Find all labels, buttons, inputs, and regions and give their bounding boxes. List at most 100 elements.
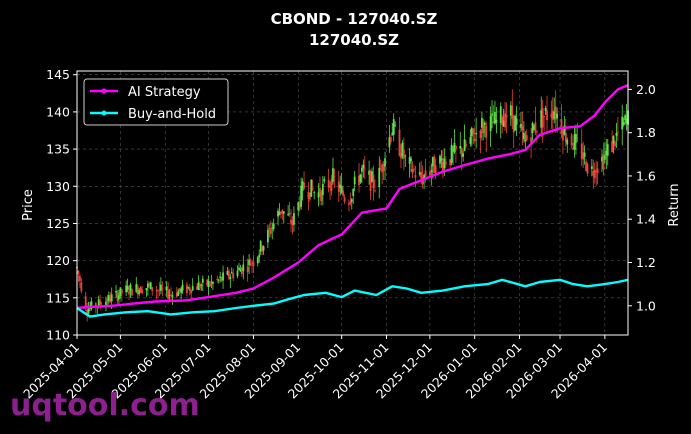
candle-body [452,149,454,151]
right-tick-label: 1.2 [636,255,656,270]
candle-body [404,155,407,157]
candle-body [320,191,323,201]
legend-box [83,78,229,126]
candle-body [201,278,204,283]
candle-body [368,170,371,175]
candle-body [520,123,522,128]
candle-body [317,192,320,198]
candle-body [110,294,113,302]
candle-body [197,282,200,290]
candle-body [418,172,421,175]
candle-body [300,185,303,207]
candle-body [411,169,414,174]
candle-body [606,144,609,156]
candle-body [485,125,488,138]
candle-body [475,133,478,135]
candle-body [382,164,385,171]
candle-body [125,285,128,293]
candle-body [494,111,496,124]
chart-title: CBOND - 127040.SZ [271,10,438,28]
candle-body [178,288,181,291]
candle-body [343,197,346,202]
candle-body [97,299,100,307]
candle-body [278,212,281,215]
candle-body [313,192,316,193]
candle-body [502,120,505,127]
candle-body [227,270,230,278]
candle-body [615,132,618,136]
series-line-buy-and-hold [76,278,629,318]
candle-body [381,164,384,173]
candle-body [614,141,616,147]
candle-body [483,122,486,125]
candle-body [543,115,546,118]
candle-body [544,108,547,111]
candle-body [353,176,356,185]
candle-body [84,296,87,308]
candle-body [531,122,534,134]
candle-body [499,106,502,124]
candle-body [226,271,229,275]
candle-body [560,119,563,134]
candle-body [145,288,148,291]
candle-body [563,125,566,135]
candle-body [308,192,311,200]
candle-body [546,110,548,121]
candle-body [266,229,269,243]
candle-body [170,294,172,296]
legend-bh-label: Buy-and-Hold [128,107,216,122]
candle-body [363,168,366,170]
candle-body [553,111,556,119]
candle-body [310,179,313,197]
candle-body [572,147,574,150]
candle-body [199,283,201,289]
candle-body [374,190,376,192]
candle-body [242,264,245,272]
candle-body [347,203,350,205]
candle-body [449,159,452,165]
candle-body [181,284,184,291]
chart-subtitle: 127040.SZ [309,31,399,49]
candle-body [249,264,252,266]
left-tick-label: 115 [46,290,70,305]
candle-body [146,283,149,288]
legend-ai-marker [101,88,107,94]
candle-body [582,152,585,160]
candle-body [118,295,120,300]
candle-body [535,130,538,132]
candle-body [90,301,93,309]
candle-body [573,134,576,150]
right-axis-label: Return [667,183,682,226]
candle-body [450,144,453,163]
candle-body [443,158,446,168]
candle-body [522,132,525,140]
candle-body [115,290,117,293]
candle-body [188,287,191,292]
left-tick-label: 130 [46,179,70,194]
candle-body [596,168,599,174]
legend-ai-label: AI Strategy [128,85,201,100]
candle-body [94,303,97,308]
candle-body [297,202,300,211]
candle-body [119,287,122,296]
candle-body [291,220,294,226]
candle-body [402,149,405,159]
candle-body [212,282,214,284]
candle-body [481,118,483,128]
candle-body [161,288,164,289]
candle-body [303,182,305,189]
candle-body [239,269,242,272]
candle-body [135,284,138,292]
candle-body [379,169,382,171]
candle-body [625,118,628,124]
candle-body [384,158,386,167]
right-tick-label: 1.6 [636,168,656,183]
candle-body [149,282,152,290]
candle-body [430,170,433,173]
candle-body [514,116,517,131]
candle-body [332,168,334,182]
candle-body [298,202,301,209]
candle-body [141,289,143,294]
candle-body [489,115,492,132]
